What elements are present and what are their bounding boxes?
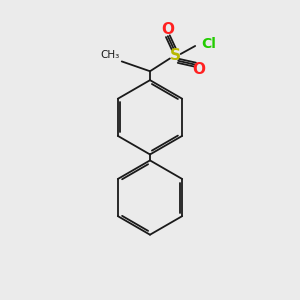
Text: CH₃: CH₃ bbox=[100, 50, 119, 60]
Text: O: O bbox=[193, 62, 206, 77]
Text: S: S bbox=[170, 48, 181, 63]
Text: Cl: Cl bbox=[201, 38, 216, 52]
Text: O: O bbox=[161, 22, 174, 37]
